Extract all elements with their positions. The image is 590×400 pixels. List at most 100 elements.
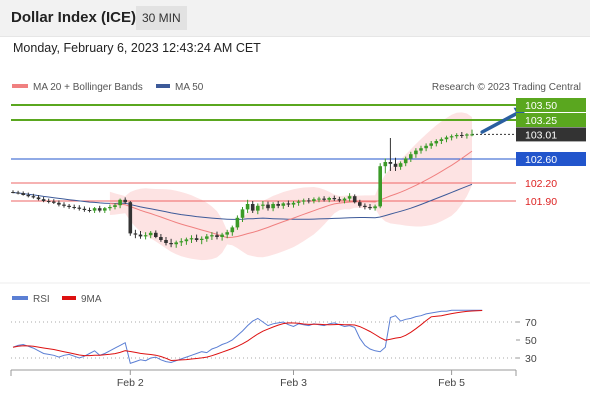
candle-71 bbox=[373, 204, 377, 211]
candle-83 bbox=[434, 139, 439, 147]
candle-9 bbox=[57, 200, 61, 207]
forecast-arrow-shaft bbox=[480, 111, 519, 134]
candle-body bbox=[148, 232, 153, 236]
candle-body bbox=[383, 162, 388, 167]
candle-body bbox=[347, 196, 352, 199]
candle-body bbox=[179, 241, 184, 243]
candle-body bbox=[215, 235, 219, 237]
candle-24 bbox=[133, 229, 138, 239]
ma50-legend-label: MA 50 bbox=[175, 82, 204, 93]
candle-body bbox=[67, 205, 71, 207]
candle-17 bbox=[97, 205, 102, 213]
candle-body bbox=[327, 198, 331, 200]
candle-body bbox=[77, 207, 82, 209]
candle-body bbox=[46, 201, 51, 202]
candle-66 bbox=[347, 193, 352, 202]
candle-body bbox=[454, 135, 459, 137]
candle-body bbox=[393, 163, 398, 167]
candle-73 bbox=[383, 158, 388, 174]
candle-1 bbox=[16, 190, 20, 195]
candle-body bbox=[189, 238, 194, 240]
candle-89 bbox=[465, 133, 469, 139]
candle-86 bbox=[449, 134, 454, 141]
candle-22 bbox=[123, 197, 127, 204]
candle-65 bbox=[342, 197, 347, 204]
candle-64 bbox=[337, 196, 342, 203]
candle-78 bbox=[409, 151, 413, 162]
candle-8 bbox=[52, 199, 56, 204]
ma20-line bbox=[109, 150, 473, 239]
candle-body bbox=[52, 201, 56, 203]
candle-58 bbox=[307, 198, 311, 204]
candle-37 bbox=[199, 236, 204, 245]
candle-70 bbox=[368, 204, 372, 210]
candle-59 bbox=[312, 197, 316, 204]
candle-body bbox=[133, 233, 138, 235]
candle-11 bbox=[67, 204, 71, 209]
candle-body bbox=[419, 148, 423, 151]
candle-4 bbox=[31, 193, 36, 199]
candle-body bbox=[164, 240, 168, 243]
candle-body bbox=[465, 134, 469, 136]
candle-60 bbox=[317, 196, 321, 203]
candle-body bbox=[266, 204, 270, 209]
candle-body bbox=[286, 203, 291, 205]
candle-88 bbox=[460, 132, 464, 138]
candle-body bbox=[444, 137, 449, 140]
candle-49 bbox=[261, 201, 265, 210]
x-tick-label-1: Feb 3 bbox=[280, 377, 307, 389]
candle-body bbox=[240, 209, 245, 218]
candle-body bbox=[235, 217, 240, 228]
candle-79 bbox=[414, 148, 418, 158]
candle-57 bbox=[301, 198, 306, 205]
candle-19 bbox=[108, 204, 112, 211]
candle-67 bbox=[352, 194, 357, 204]
x-axis: Feb 2 Feb 3 Feb 5 bbox=[10, 369, 517, 389]
instrument-title: Dollar Index (ICE) bbox=[11, 9, 137, 26]
candle-body bbox=[352, 196, 357, 203]
rsi-legend-swatch bbox=[12, 296, 28, 300]
candle-33 bbox=[179, 238, 184, 246]
candle-body bbox=[143, 235, 148, 237]
candle-63 bbox=[332, 195, 337, 201]
candle-16 bbox=[92, 207, 97, 213]
candle-12 bbox=[72, 204, 76, 210]
candle-body bbox=[449, 136, 454, 138]
candle-body bbox=[424, 145, 428, 149]
candle-68 bbox=[358, 199, 362, 208]
candle-body bbox=[322, 198, 326, 200]
candle-51 bbox=[271, 202, 275, 212]
candle-74 bbox=[388, 138, 393, 171]
candle-body bbox=[199, 238, 204, 240]
price-tag-3-label: 102.60 bbox=[525, 154, 557, 166]
interval-button[interactable]: 30 MIN bbox=[136, 6, 187, 30]
price-tag-2-label: 103.01 bbox=[525, 129, 557, 141]
main-legend: MA 20 + Bollinger Bands MA 50 Research ©… bbox=[12, 82, 581, 93]
candle-28 bbox=[154, 230, 158, 239]
candle-body bbox=[470, 134, 474, 136]
price-tags: 103.50 103.25 103.01 102.60 102.20 101.90 bbox=[516, 98, 586, 208]
credit-text: Research © 2023 Trading Central bbox=[432, 82, 581, 93]
candle-45 bbox=[240, 207, 245, 222]
candle-body bbox=[62, 204, 66, 206]
candle-body bbox=[138, 234, 143, 237]
candle-82 bbox=[429, 141, 433, 149]
candle-26 bbox=[143, 232, 148, 240]
candle-body bbox=[409, 154, 413, 159]
ma20-legend-swatch bbox=[12, 84, 28, 88]
chart-header: Dollar Index (ICE) 30 MIN bbox=[0, 0, 590, 37]
candle-body bbox=[245, 204, 250, 210]
rsi-tick-label-2: 30 bbox=[525, 353, 537, 365]
candle-44 bbox=[235, 215, 240, 230]
candle-38 bbox=[205, 234, 209, 242]
candle-77 bbox=[403, 156, 408, 167]
candle-body bbox=[460, 135, 464, 136]
candle-body bbox=[92, 208, 97, 211]
candle-body bbox=[154, 232, 158, 237]
price-tag-3-bg bbox=[516, 152, 586, 166]
candle-40 bbox=[215, 231, 219, 240]
candle-body bbox=[118, 199, 122, 206]
bollinger-band-area bbox=[109, 112, 473, 261]
candle-body bbox=[296, 201, 301, 203]
candle-80 bbox=[419, 145, 423, 154]
